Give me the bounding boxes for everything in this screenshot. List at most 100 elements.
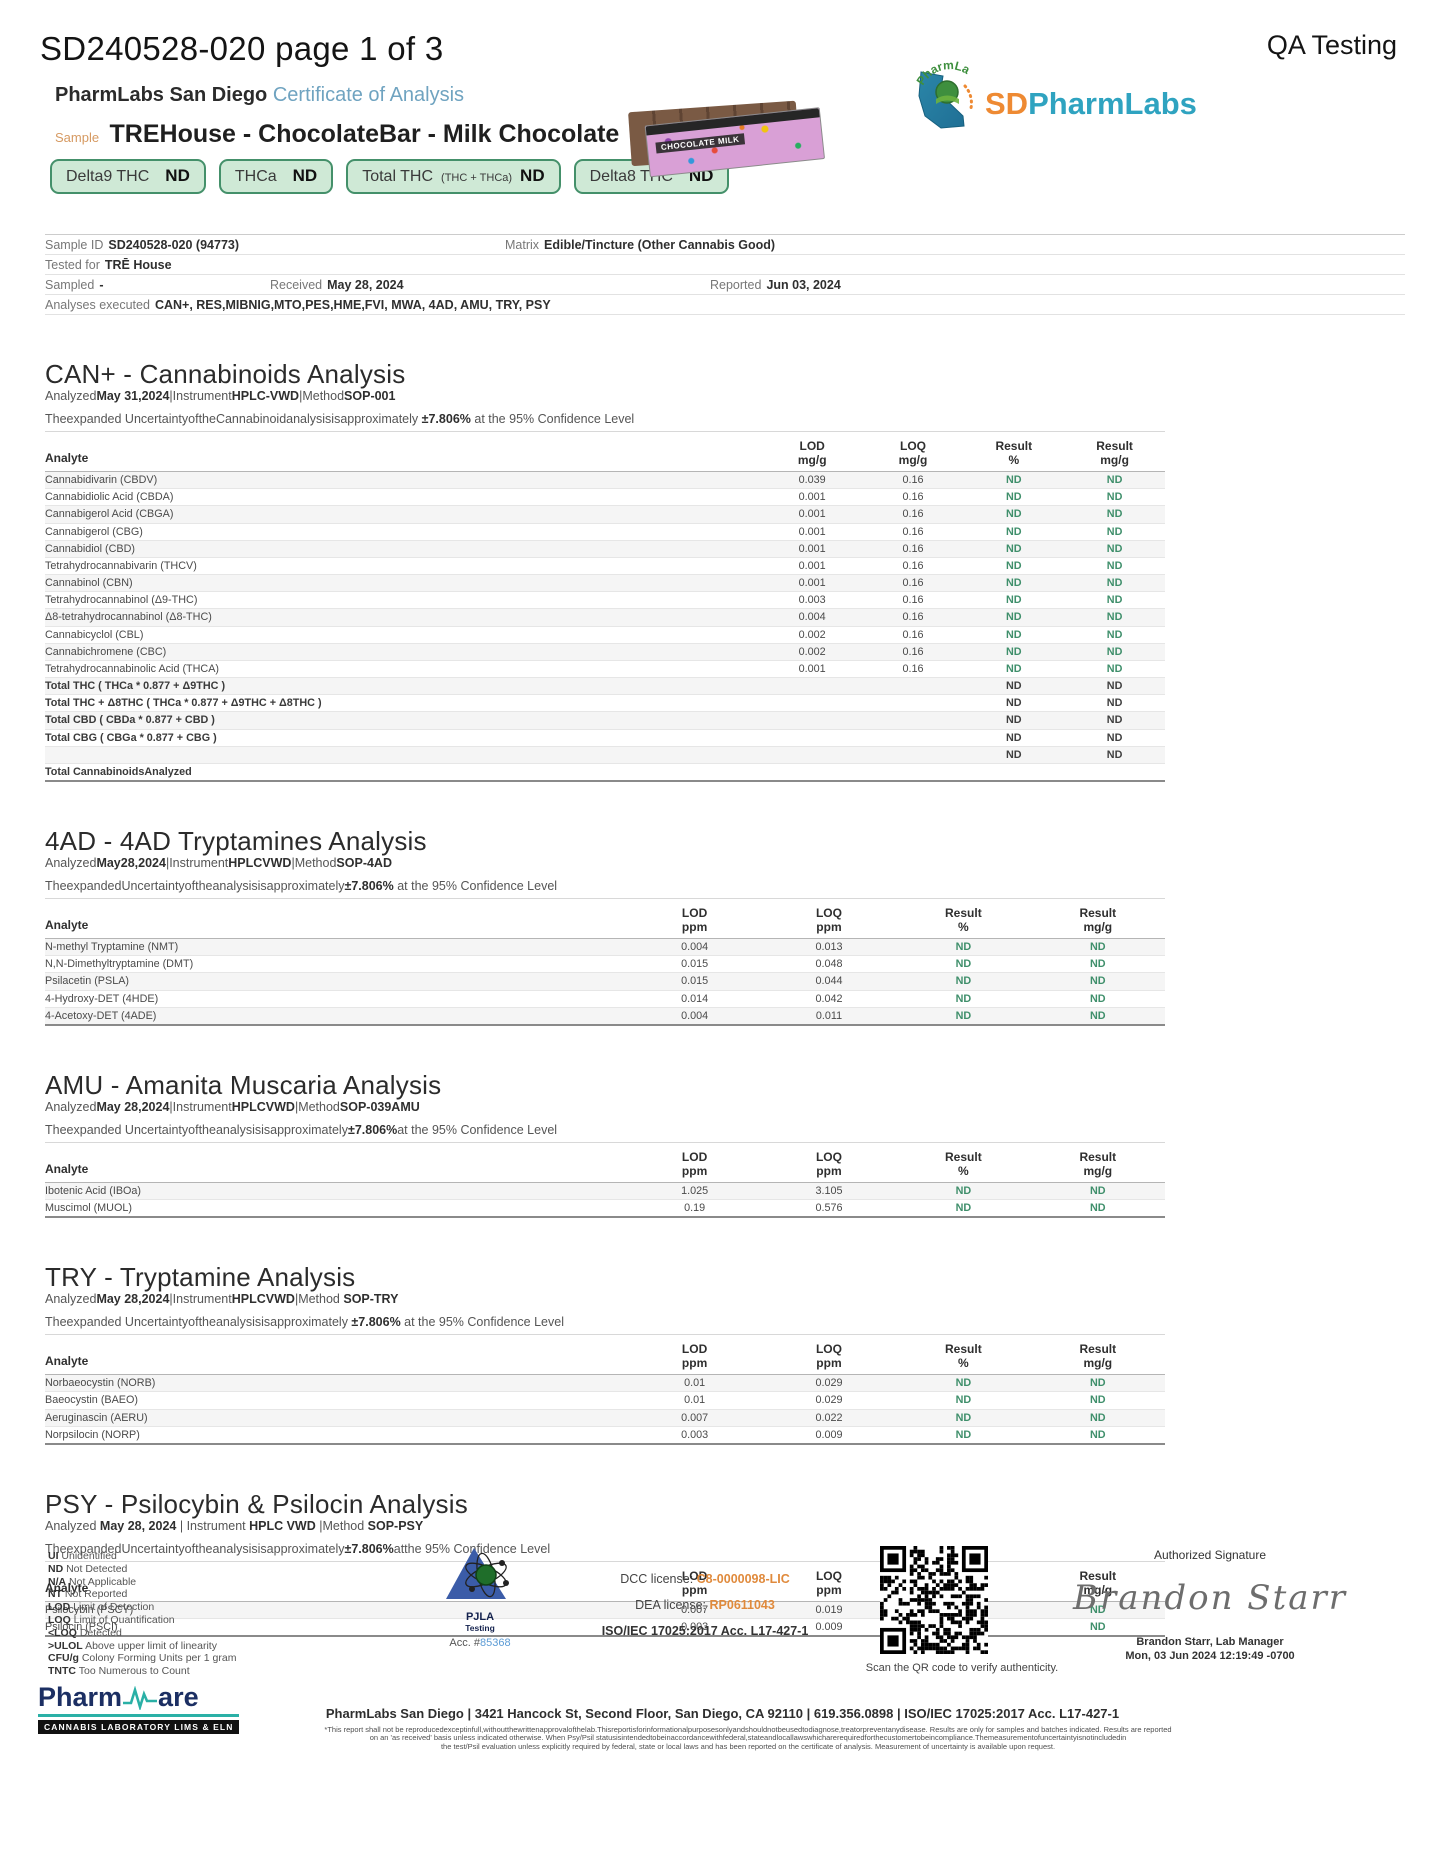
result-mgg-cell: ND: [1064, 523, 1165, 541]
dcc-license-number: C8-0000098-LIC: [696, 1572, 790, 1586]
california-logo-graphic: PharmLabs: [905, 60, 973, 129]
result-mgg-cell: ND: [1030, 1426, 1165, 1445]
results-table: Analyte LOD ppm LOQ ppm Result% Result mg/g…: [45, 1334, 1165, 1445]
analyzed-value: May 31,2024: [96, 389, 170, 403]
legend-text: Too Numerous to Count: [78, 1665, 190, 1678]
meta-separator: |: [294, 1099, 299, 1114]
result-pct-cell: ND: [963, 746, 1065, 764]
lod-column-header: LOD mg/g: [761, 431, 863, 472]
dates-row: Sampled - Received May 28, 2024 Reported Ju…: [45, 275, 1405, 295]
result-pct-cell: ND: [963, 488, 1065, 507]
tested-for-label: Tested for: [45, 258, 100, 272]
sampled-value: -: [99, 278, 104, 292]
table-row: Psilocin (PSCI) 0.003 0.009 ND ND: [45, 1618, 1165, 1637]
method-value: SOP-PSY: [367, 1518, 424, 1533]
lod-cell: 0.001: [761, 523, 863, 541]
signature-date: Mon, 03 Jun 2024 12:19:49 -0700: [1125, 1650, 1295, 1662]
table-header-row: Analyte LOD ppm LOQ ppm Result% Result mg/g: [45, 898, 1165, 940]
results-table: Analyte LOD ppm LOQ ppm Result% Result mg/g…: [45, 1560, 1165, 1638]
result-pct-cell: ND: [963, 643, 1065, 661]
results-table: Analyte LOD ppm LOQ ppm Result% Result mg/g…: [45, 1141, 1165, 1219]
table-row: Total CBD ( CBDa * 0.877 + CBD ) ND ND: [45, 711, 1165, 730]
result-mgg-column-header: Result mg/g: [1064, 431, 1165, 472]
analyte-cell: Psilocin (PSCI): [45, 1618, 628, 1637]
instrument-value: HPLCVWD: [228, 856, 292, 871]
reported-label: Reported: [710, 278, 762, 292]
sample-id-row: Sample ID SD240528-020 (94773) Matrix Edib…: [45, 235, 1405, 255]
result-mgg-cell: ND: [1064, 677, 1165, 696]
loq-column-header: LOQ mg/g: [862, 431, 964, 472]
disclaimer-line-1: *This report shall not be reproducedexce…: [324, 1725, 1172, 1734]
legend-abbr: TNTC: [48, 1665, 76, 1678]
badge-label: THCa: [234, 168, 277, 185]
table-row: Tetrahydrocannabinolic Acid (THCA) 0.001…: [45, 660, 1165, 679]
analyte-column-header: Analyte: [45, 898, 628, 940]
lod-cell: [761, 677, 863, 696]
legend-item: TNTC Too Numerous to Count: [48, 1665, 236, 1678]
method-value: SOP-4AD: [336, 856, 392, 871]
lod-cell: 0.002: [761, 626, 863, 644]
result-pct-cell: ND: [963, 540, 1065, 558]
result-mgg-cell: ND: [1030, 990, 1165, 1008]
result-pct-cell: ND: [963, 471, 1065, 490]
table-row: Total CannabinoidsAnalyzed: [45, 762, 1165, 782]
lod-cell: 0.01: [627, 1391, 762, 1410]
dea-license: DEA license: RP0611043: [635, 1598, 775, 1612]
report-disclaimer: *This report shall not be reproducedexce…: [218, 1725, 1278, 1751]
result-mgg-cell: ND: [1030, 938, 1165, 957]
lod-cell: 0.039: [761, 471, 863, 490]
analyses-value: CAN+, RES,MIBNIG,MTO,PES,HME,FVI, MWA, 4…: [154, 298, 551, 312]
result-mgg-cell: ND: [1064, 626, 1165, 644]
lod-cell: 0.015: [627, 955, 762, 974]
sampled-label: Sampled: [45, 278, 95, 292]
lod-cell: 0.19: [627, 1199, 762, 1218]
result-pct-cell: [963, 762, 1065, 782]
analyte-cell: Psilocybin (PSCY): [45, 1601, 628, 1620]
signature-script: Brandon Starr: [1072, 1578, 1348, 1618]
uncertainty-note: TheexpandedUncertaintyoftheanalysisisapp…: [45, 1541, 551, 1556]
result-pct-cell: ND: [896, 1374, 1031, 1393]
legend-item: N/A Not Applicable: [48, 1576, 236, 1589]
table-row: 4-Hydroxy-DET (4HDE) 0.014 0.042 ND ND: [45, 990, 1165, 1008]
method-label: Method: [322, 1518, 368, 1533]
analyte-cell: Δ8-tetrahydrocannabinol (Δ8-THC): [45, 608, 762, 627]
reported-field: Reported Jun 03, 2024: [710, 278, 841, 292]
loq-cell: 0.029: [761, 1374, 897, 1393]
result-pct-column-header: Result%: [963, 431, 1065, 472]
method-label: Method: [298, 1099, 340, 1114]
loq-cell: [862, 746, 964, 764]
pjla-accreditation: PJLA Testing Acc. #85368: [415, 1545, 545, 1649]
loq-cell: 0.16: [862, 626, 964, 644]
result-pct-cell: ND: [963, 677, 1065, 696]
analyte-column-header: Analyte: [45, 1142, 628, 1183]
analyte-cell: Total CannabinoidsAnalyzed: [45, 762, 762, 782]
legend-text: Not Applicable: [69, 1575, 137, 1588]
badge-value: ND: [520, 166, 545, 185]
instrument-label: Instrument: [172, 1292, 232, 1307]
brand-sd: SD: [985, 86, 1029, 121]
result-pct-cell: ND: [896, 955, 1031, 974]
tested-for-row: Tested for TRĒ House: [45, 255, 1405, 275]
analyte-cell: Aeruginascin (AERU): [45, 1409, 628, 1427]
results-table: Analyte LOD mg/g LOQ mg/g Result% Result mg…: [45, 431, 1165, 783]
pjla-logo: [446, 1548, 509, 1599]
top-bar: SD240528-020 page 1 of 3 QA Testing: [0, 0, 1445, 68]
analyte-cell: Total CBD ( CBDa * 0.877 + CBD ): [45, 711, 762, 730]
sample-info: Sample ID SD240528-020 (94773) Matrix Edib…: [45, 234, 1405, 315]
result-mgg-cell: ND: [1064, 660, 1165, 679]
result-mgg-cell: ND: [1064, 471, 1165, 490]
table-row: Cannabichromene (CBC) 0.002 0.16 ND ND: [45, 643, 1165, 661]
meta-separator: |: [294, 1292, 299, 1307]
result-pct-cell: ND: [896, 1007, 1031, 1026]
authorized-signature-label: Authorized Signature: [1153, 1548, 1267, 1562]
analyte-cell: Total THC ( THCa * 0.877 + Δ9THC ): [45, 677, 762, 696]
result-mgg-cell: ND: [1030, 1182, 1165, 1201]
lod-cell: 0.015: [627, 972, 762, 991]
legend-text: Above upper limit of linearity: [85, 1639, 217, 1652]
result-mgg-cell: ND: [1030, 1391, 1165, 1410]
result-pct-cell: ND: [896, 938, 1031, 957]
loq-cell: 0.576: [761, 1199, 897, 1218]
legend-text: Colony Forming Units per 1 gram: [81, 1652, 237, 1665]
legend-item: <LOQ Detected: [48, 1627, 236, 1640]
meta-separator: |: [299, 389, 303, 403]
